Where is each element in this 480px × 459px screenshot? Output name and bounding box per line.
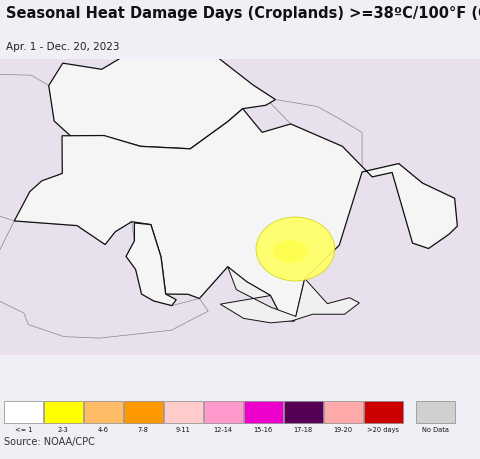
Text: Source: NOAA/CPC: Source: NOAA/CPC [4,436,95,446]
Polygon shape [253,86,457,249]
Text: 9-11: 9-11 [176,426,191,432]
Bar [324,402,362,423]
Polygon shape [0,54,71,221]
Bar [124,402,163,423]
Polygon shape [49,37,276,150]
Text: Seasonal Heat Damage Days (Croplands) >=38ºC/100°F (CPC): Seasonal Heat Damage Days (Croplands) >=… [6,6,480,21]
Text: 4-6: 4-6 [98,426,108,432]
Ellipse shape [256,218,335,281]
Polygon shape [220,267,360,323]
Bar [364,402,403,423]
Bar [164,402,203,423]
Text: 2-3: 2-3 [58,426,69,432]
Bar [4,402,43,423]
Ellipse shape [273,241,308,263]
Text: >20 days: >20 days [367,426,399,432]
Text: No Data: No Data [422,426,449,432]
Polygon shape [14,109,457,321]
Text: Apr. 1 - Dec. 20, 2023: Apr. 1 - Dec. 20, 2023 [6,42,119,52]
Bar [416,402,455,423]
Text: 12-14: 12-14 [214,426,233,432]
Bar [44,402,83,423]
Bar [204,402,242,423]
Bar [244,402,283,423]
Text: 19-20: 19-20 [334,426,353,432]
Text: 7-8: 7-8 [138,426,149,432]
Polygon shape [0,60,480,355]
Text: 17-18: 17-18 [294,426,313,432]
Text: <= 1: <= 1 [14,426,32,432]
Bar [84,402,122,423]
Bar [284,402,323,423]
Polygon shape [126,224,176,306]
Text: 15-16: 15-16 [254,426,273,432]
Polygon shape [0,221,228,338]
